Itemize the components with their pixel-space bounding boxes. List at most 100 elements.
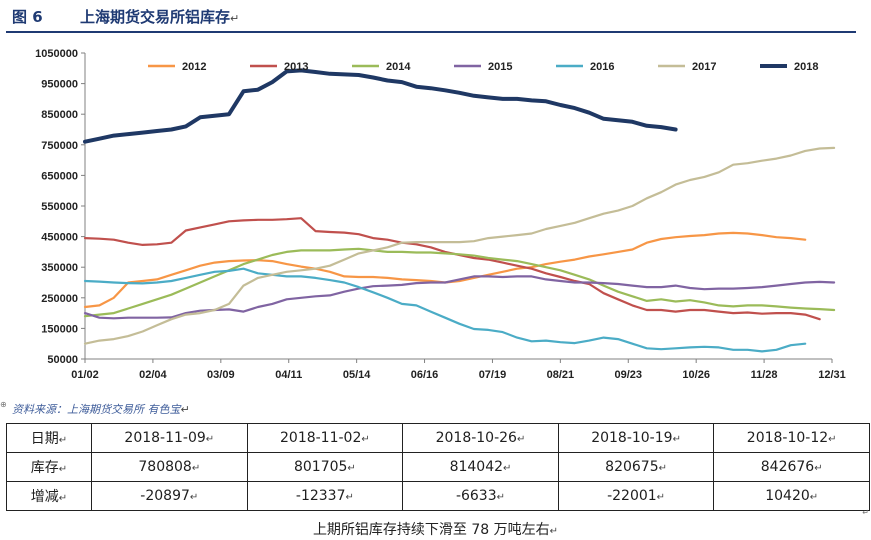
series-line-2018 <box>83 68 678 144</box>
table-cell: 842676↵ <box>713 452 870 482</box>
legend-label-2018: 2018 <box>794 61 818 73</box>
table-cell-value: -22001 <box>607 488 657 504</box>
table-cell-value: 842676 <box>760 459 815 475</box>
table-cell-value: 801705 <box>293 459 348 475</box>
paragraph-mark: ↵ <box>191 463 201 474</box>
table-cell: -12337↵ <box>246 481 404 511</box>
paragraph-mark: ↵ <box>230 12 240 25</box>
table-cell: 2018-10-26↵ <box>402 423 559 453</box>
paragraph-mark: ↵ <box>516 434 526 445</box>
x-tick-label: 10/26 <box>682 369 710 381</box>
table-cell: 2018-10-19↵ <box>557 423 715 453</box>
legend-label-2015: 2015 <box>488 61 512 73</box>
paragraph-mark: ↵ <box>809 492 819 503</box>
x-tick-label: 03/09 <box>207 369 235 381</box>
x-tick-label: 04/11 <box>275 369 302 381</box>
x-tick-label: 09/23 <box>615 369 643 381</box>
x-tick-label: 02/04 <box>139 369 167 381</box>
table-cell: 780808↵ <box>91 452 248 482</box>
paragraph-mark: ↵ <box>58 435 68 446</box>
table-cell-value: 814042 <box>449 459 504 475</box>
row-header-text: 库存 <box>30 460 59 476</box>
paragraph-mark: ↵ <box>503 463 512 474</box>
table-cell-value: 2018-11-02 <box>280 430 362 446</box>
paragraph-mark: ↵ <box>189 492 199 503</box>
figure-title-wrap: 上海期货交易所铝库存↵ <box>80 6 239 27</box>
paragraph-mark: ↵ <box>828 434 837 445</box>
paragraph-mark: ↵ <box>58 464 68 475</box>
paragraph-mark: ↵ <box>205 434 215 445</box>
table-cell-value: 2018-10-26 <box>435 430 517 446</box>
table-row: 库存↵ 780808↵ 801705↵ 814042↵ 820675↵ 842676↵ <box>6 452 870 482</box>
row-header: 增减↵ <box>6 481 92 511</box>
figure-label: 图 6 <box>12 8 43 26</box>
y-tick-label: 650000 <box>41 170 78 182</box>
y-tick-label: 950000 <box>41 79 78 91</box>
paragraph-mark: ↵ <box>345 492 354 503</box>
anchor-icon: ⊕ <box>0 400 7 409</box>
table-cell: -6633↵ <box>402 481 559 511</box>
x-tick-label: 12/31 <box>818 369 846 381</box>
y-tick-label: 50000 <box>47 354 78 366</box>
paragraph-mark: ↵ <box>496 492 506 503</box>
paragraph-mark: ↵ <box>814 463 823 474</box>
paragraph-mark: ↵ <box>180 403 190 416</box>
figure-title: 上海期货交易所铝库存 <box>80 8 231 26</box>
series-line-2016 <box>83 267 807 353</box>
y-tick-label: 850000 <box>41 109 78 121</box>
x-tick-label: 06/16 <box>411 369 439 381</box>
y-tick-label: 450000 <box>41 232 78 244</box>
source-note: 资料来源：上海期货交易所 有色宝↵ <box>12 401 190 417</box>
series-line-2012 <box>83 231 807 309</box>
table-cell: 820675↵ <box>557 452 715 482</box>
aluminum-inventory-line-chart: 50000 150000 250000 350000 450000 550000 65000… <box>35 48 846 381</box>
y-tick-label: 550000 <box>41 201 78 213</box>
table-cell: 10420↵ <box>713 481 870 511</box>
table-cell: 814042↵ <box>402 452 559 482</box>
table-cell: 2018-11-09↵ <box>91 423 248 453</box>
title-rule <box>6 31 856 33</box>
paragraph-mark: ↵ <box>549 526 559 537</box>
series-line-2014 <box>83 247 836 318</box>
table-cell-value: 10420 <box>765 488 810 504</box>
figure-caption: 上期所铝库存持续下滑至 78 万吨左右↵ <box>0 519 871 539</box>
table-row: 日期↵ 2018-11-09↵ 2018-11-02↵ 2018-10-26↵ 2018… <box>6 423 870 453</box>
row-header: 库存↵ <box>6 452 92 482</box>
legend-label-2016: 2016 <box>590 61 614 73</box>
paragraph-mark: ↵ <box>658 463 667 474</box>
y-tick-label: 750000 <box>41 140 78 152</box>
paragraph-mark: ↵ <box>656 492 666 503</box>
legend-label-2013: 2013 <box>284 61 308 73</box>
table-cell-value: 2018-11-09 <box>124 430 206 446</box>
legend-label-2017: 2017 <box>692 61 716 73</box>
table-cell: 801705↵ <box>246 452 404 482</box>
table-cell-value: 2018-10-12 <box>746 430 829 446</box>
row-header-text: 日期 <box>30 431 59 447</box>
caption-text: 上期所铝库存持续下滑至 78 万吨左右 <box>312 522 550 538</box>
table-cell-value: 2018-10-19 <box>591 430 673 446</box>
paragraph-mark: ↵ <box>58 493 68 504</box>
legend-label-2014: 2014 <box>386 61 411 73</box>
y-tick-label: 350000 <box>41 262 78 274</box>
chart-series <box>83 68 836 353</box>
paragraph-mark: ↵ <box>361 434 370 445</box>
table-cell-value: -6633 <box>455 488 497 504</box>
table-row: 增减↵ -20897↵ -12337↵ -6633↵ -22001↵ 10420↵ <box>6 481 870 511</box>
x-tick-label: 07/19 <box>479 369 507 381</box>
table-cell: 2018-10-12↵ <box>713 423 870 453</box>
x-tick-label: 05/14 <box>343 369 371 381</box>
chart-legend: 2012 2013 2014 2015 2016 2017 2018 <box>148 61 818 73</box>
series-line-2017 <box>83 146 836 345</box>
table-cell-value: -20897 <box>140 488 190 504</box>
row-header: 日期↵ <box>6 423 92 453</box>
source-text: 资料来源：上海期货交易所 有色宝 <box>12 403 181 416</box>
x-tick-label: 01/02 <box>71 369 99 381</box>
y-tick-label: 150000 <box>41 323 78 335</box>
legend-label-2012: 2012 <box>182 61 206 73</box>
paragraph-mark: ↵ <box>672 434 681 445</box>
figure-title-row: 图 6 上海期货交易所铝库存↵ <box>6 4 864 28</box>
table-cell: 2018-11-02↵ <box>246 423 404 453</box>
table-cell: -20897↵ <box>91 481 248 511</box>
table-cell: -22001↵ <box>557 481 715 511</box>
table-cell-value: 820675 <box>605 459 659 475</box>
